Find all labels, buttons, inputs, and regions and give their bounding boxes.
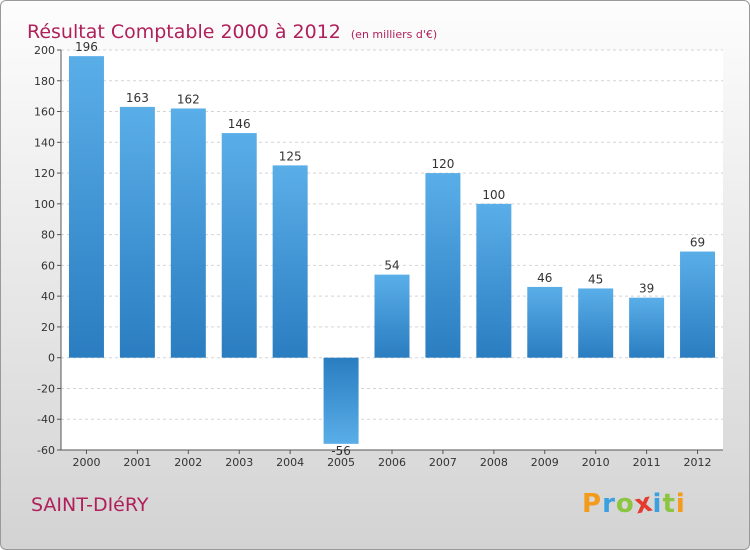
y-tick-label: 140: [34, 136, 55, 149]
y-tick-label: 80: [41, 229, 55, 242]
logo-letter: P: [582, 489, 603, 519]
chart-subtitle: (en milliers d'€): [350, 28, 438, 41]
x-tick-label: 2001: [123, 456, 151, 469]
data-labels: 196 163 162 146 125 -56 54 120 100 46 45 39 69: [75, 40, 705, 458]
y-tick-label: 0: [48, 352, 55, 365]
y-tick-label: 40: [41, 290, 55, 303]
bar: [323, 357, 359, 444]
bar: [170, 108, 206, 358]
logo-letter: i: [652, 489, 663, 519]
y-tick-label: -60: [37, 444, 55, 457]
x-tick-label: 2006: [378, 456, 406, 469]
y-tick-label: 20: [41, 321, 55, 334]
x-tick-label: 2008: [480, 456, 508, 469]
plot-area: [61, 50, 723, 450]
y-tick-label: 60: [41, 259, 55, 272]
logo-letter: r: [602, 489, 616, 519]
data-label: 39: [639, 282, 654, 296]
bar: [680, 251, 716, 358]
data-label: 69: [690, 236, 705, 250]
x-tick-label: 2012: [684, 456, 712, 469]
bar: [119, 106, 155, 358]
bar: [527, 286, 563, 358]
bar: [374, 274, 410, 358]
data-label: 120: [431, 157, 454, 171]
bar: [425, 173, 461, 358]
logo-letter: t: [662, 489, 676, 519]
x-tick-label: 2000: [72, 456, 100, 469]
x-axis: 2000 2001 2002 2003 2004 2005 2006 2007 2008 2009…: [61, 449, 723, 469]
bar: [578, 288, 614, 358]
bar: [476, 203, 512, 358]
y-tick-label: -40: [37, 413, 55, 426]
chart-grid: [61, 49, 723, 451]
bar: [629, 297, 665, 358]
proxiti-logo: Proxiti: [582, 487, 686, 520]
y-tick-label: -20: [37, 382, 55, 395]
commune-name: SAINT-DIéRY: [31, 494, 149, 516]
x-tick-label: 2007: [429, 456, 457, 469]
data-label: 45: [588, 272, 603, 286]
bar: [272, 165, 308, 358]
y-tick-label: 180: [34, 75, 55, 88]
data-label: 196: [75, 40, 98, 54]
x-tick-label: 2009: [531, 456, 559, 469]
y-tick-label: 200: [34, 44, 55, 57]
x-tick-label: 2010: [582, 456, 610, 469]
bar: [221, 133, 257, 358]
y-tick-label: 120: [34, 167, 55, 180]
bar: [68, 56, 104, 358]
data-label: 163: [126, 91, 149, 105]
data-label: 46: [537, 271, 552, 285]
data-label: 125: [279, 149, 302, 163]
y-axis: -60 -40 -20 0 20 40 60 80 100 120 140 160 180 200: [34, 44, 62, 457]
data-label: 146: [228, 117, 251, 131]
x-tick-label: 2003: [225, 456, 253, 469]
logo-letter: o: [615, 489, 635, 519]
x-tick-label: 2005: [327, 456, 355, 469]
bar-series: [68, 56, 716, 444]
data-label: 100: [482, 188, 505, 202]
x-tick-label: 2004: [276, 456, 304, 469]
data-label: 54: [384, 259, 399, 273]
x-tick-label: 2002: [174, 456, 202, 469]
y-tick-label: 160: [34, 106, 55, 119]
data-label: -56: [331, 444, 351, 458]
chart-title: Résultat Comptable 2000 à 2012 (en millie…: [27, 8, 437, 46]
logo-letter: i: [675, 489, 686, 519]
y-tick-label: 100: [34, 198, 55, 211]
x-tick-label: 2011: [633, 456, 661, 469]
data-label: 162: [177, 92, 200, 106]
chart-title-text: Résultat Comptable 2000 à 2012: [27, 21, 341, 43]
